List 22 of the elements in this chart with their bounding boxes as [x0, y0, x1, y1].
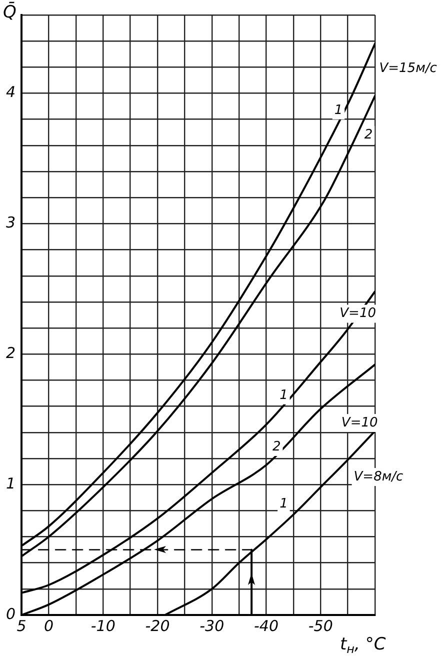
annotation: 1	[280, 496, 288, 512]
x-tick-label: -20	[145, 616, 170, 635]
y-axis-title: Q̄	[3, 1, 16, 22]
x-tick-label: 5	[16, 616, 26, 635]
annotation: 1	[334, 102, 343, 118]
x-tick-label: -30	[200, 616, 224, 635]
annotation: 2	[272, 439, 281, 454]
annotation: V=10	[341, 415, 378, 430]
annotation: V=8м/с	[354, 469, 404, 484]
x-tick-label: -50	[308, 616, 333, 635]
annotation: 2	[364, 127, 373, 142]
x-tick-label: -40	[254, 616, 278, 635]
y-tick-label: 4	[6, 83, 16, 102]
x-tick-label: 0	[44, 616, 54, 635]
annotation: V=10	[340, 306, 376, 322]
y-tick-label: 0	[6, 604, 16, 623]
y-tick-label: 2	[6, 344, 16, 362]
text: V=15м/с	[379, 60, 437, 76]
annotation: 1	[280, 388, 288, 403]
y-tick-label: 1	[6, 474, 16, 492]
x-tick-label: -10	[90, 616, 116, 635]
y-tick-label: 3	[6, 214, 16, 232]
